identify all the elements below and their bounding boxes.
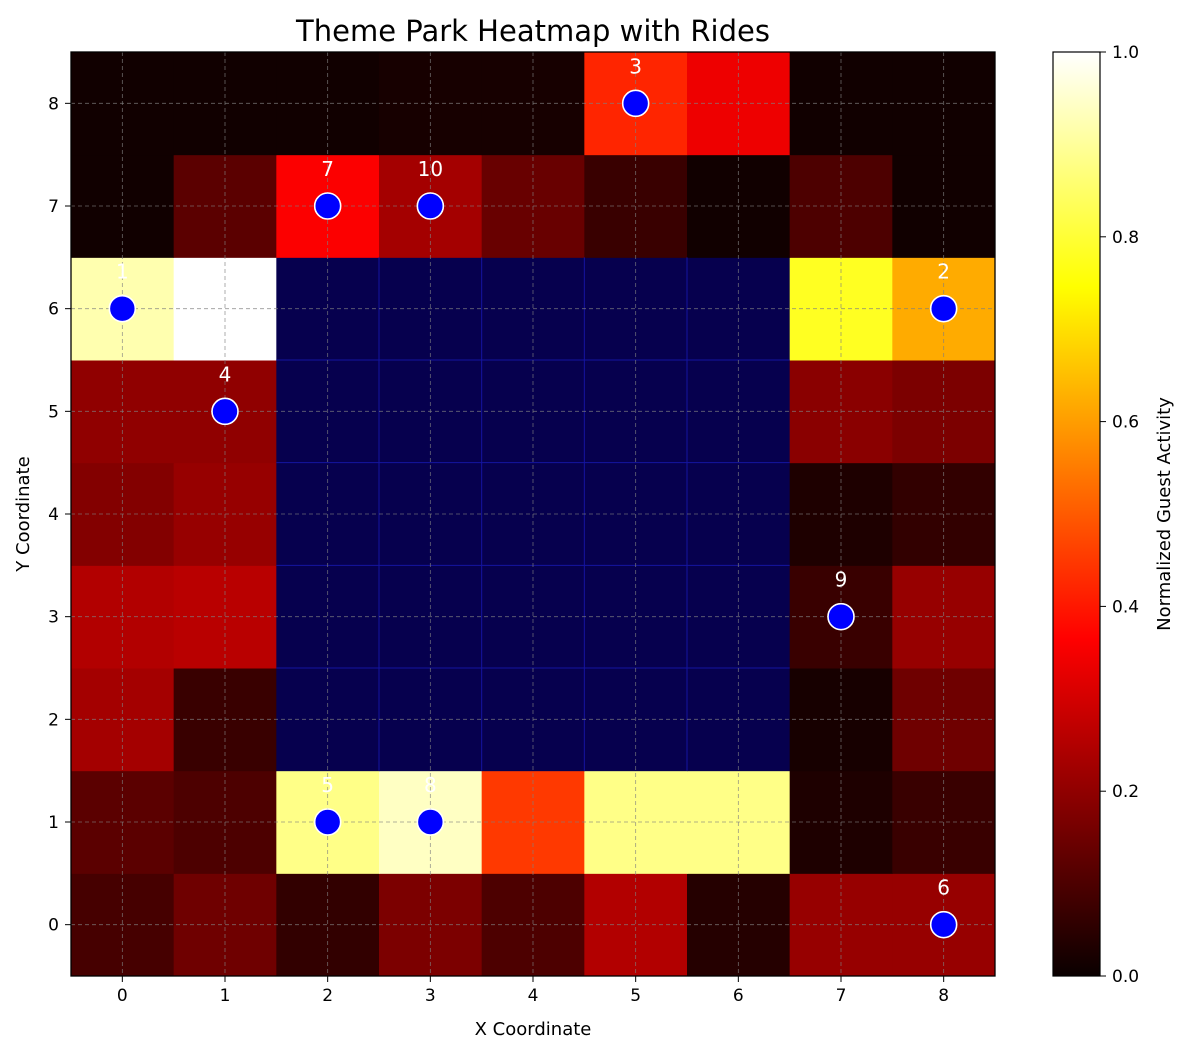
ride-marker[interactable] <box>416 192 445 220</box>
y-tick-label: 1 <box>48 813 59 833</box>
colorbar-ticks: 0.0 0.2 0.4 0.6 0.8 1.0 <box>1100 43 1139 987</box>
ride-label: 1 <box>116 260 129 284</box>
ride-label: 5 <box>321 773 334 797</box>
colorbar-tick-label: 0.0 <box>1112 967 1139 987</box>
heatmap-cell <box>276 565 380 669</box>
heatmap-cell <box>276 257 380 361</box>
y-tick-label: 4 <box>48 505 59 525</box>
ride-marker[interactable] <box>313 192 342 220</box>
ride-marker[interactable] <box>827 602 855 631</box>
heatmap-cell <box>584 565 688 669</box>
colorbar-tick-label: 1.0 <box>1112 43 1139 63</box>
x-tick-label: 0 <box>117 986 128 1006</box>
ride-marker[interactable] <box>313 808 342 836</box>
heatmap-cell <box>892 565 996 669</box>
ride-marker[interactable] <box>621 89 650 118</box>
ride-marker[interactable] <box>211 397 239 426</box>
x-tick-label: 2 <box>322 986 333 1006</box>
ride-label: 8 <box>424 773 437 797</box>
y-axis-label: Y Coordinate <box>13 456 34 572</box>
x-tick-label: 6 <box>733 986 744 1006</box>
heatmap-cell <box>276 873 380 977</box>
ride-marker[interactable] <box>108 294 137 323</box>
x-tick-label: 7 <box>836 986 847 1006</box>
x-tick-label: 4 <box>528 986 539 1006</box>
colorbar <box>1052 51 1101 977</box>
x-tick-label: 3 <box>425 986 436 1006</box>
x-tick-label: 5 <box>630 986 641 1006</box>
ride-label: 7 <box>321 157 334 181</box>
colorbar-tick-label: 0.2 <box>1112 782 1139 802</box>
y-tick-label: 7 <box>48 197 59 217</box>
y-tick-label: 8 <box>48 94 59 114</box>
chart-title: Theme Park Heatmap with Rides <box>295 14 770 48</box>
heatmap-cell <box>584 873 688 977</box>
ride-label: 4 <box>219 362 232 386</box>
x-tick-label: 1 <box>220 986 231 1006</box>
axis-ticks: 0 1 2 3 4 5 6 7 8 0 1 2 3 4 5 6 7 8 <box>48 94 949 1006</box>
ride-marker[interactable] <box>416 808 445 836</box>
ride-label: 2 <box>937 260 950 284</box>
colorbar-tick-label: 0.8 <box>1112 228 1139 248</box>
y-tick-label: 3 <box>48 608 59 628</box>
ride-markers: 1 2 3 4 5 6 7 8 9 10 <box>108 54 958 939</box>
ride-label: 10 <box>418 157 443 181</box>
ride-label: 9 <box>835 568 848 592</box>
ride-marker[interactable] <box>929 910 958 939</box>
y-tick-label: 5 <box>48 402 59 422</box>
x-tick-label: 8 <box>938 986 949 1006</box>
heatmap-cell <box>584 257 688 361</box>
colorbar-label: Normalized Guest Activity <box>1154 397 1175 631</box>
y-tick-label: 2 <box>48 710 59 730</box>
x-axis-label: X Coordinate <box>475 1019 592 1040</box>
colorbar-tick-label: 0.4 <box>1112 597 1139 617</box>
y-tick-label: 6 <box>48 300 59 320</box>
ride-marker[interactable] <box>929 294 958 323</box>
colorbar-tick-label: 0.6 <box>1112 413 1139 433</box>
ride-label: 3 <box>629 54 642 78</box>
y-tick-label: 0 <box>48 916 59 936</box>
ride-label: 6 <box>937 876 950 900</box>
